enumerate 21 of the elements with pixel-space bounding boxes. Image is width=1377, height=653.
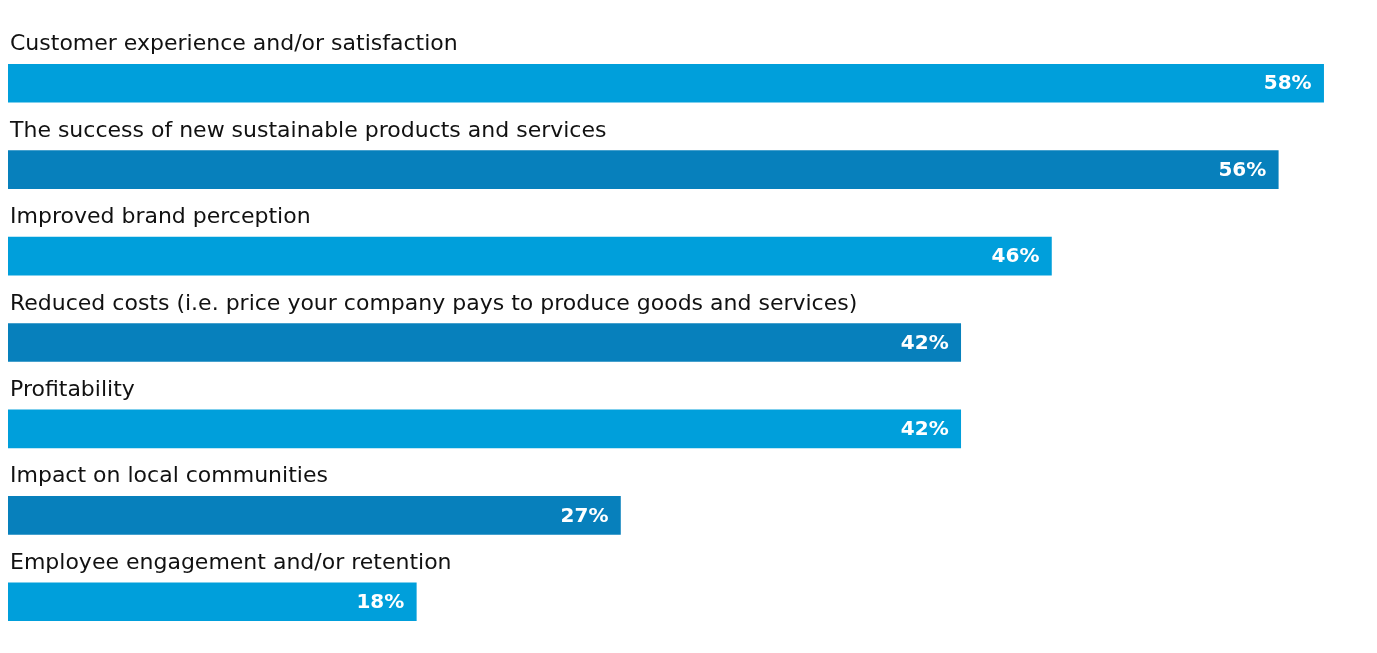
data-label: 27% [560, 502, 609, 527]
bar [8, 150, 1279, 189]
y-tick-label: The success of new sustainable products and services [9, 116, 607, 142]
y-tick-label: Impact on local communities [10, 462, 328, 488]
data-label: 42% [900, 329, 949, 354]
bar [8, 582, 417, 622]
data-label: 46% [991, 243, 1040, 268]
data-label: 56% [1218, 156, 1267, 181]
y-tick-label: Customer experience and/or satisfaction [10, 30, 458, 56]
data-label: 42% [900, 416, 949, 441]
bar [8, 63, 1324, 103]
bar [8, 236, 1052, 276]
data-label: 18% [356, 588, 405, 613]
y-tick-label: Employee engagement and/or retention [10, 548, 452, 574]
bar [8, 496, 621, 535]
y-tick-label: Reduced costs (i.e. price your company pays to produce goods and services) [10, 289, 858, 315]
bar [8, 323, 962, 362]
data-label: 58% [1263, 70, 1312, 95]
y-tick-label: Profitability [10, 375, 135, 401]
bar [8, 409, 962, 449]
y-tick-label: Improved brand perception [10, 203, 311, 229]
